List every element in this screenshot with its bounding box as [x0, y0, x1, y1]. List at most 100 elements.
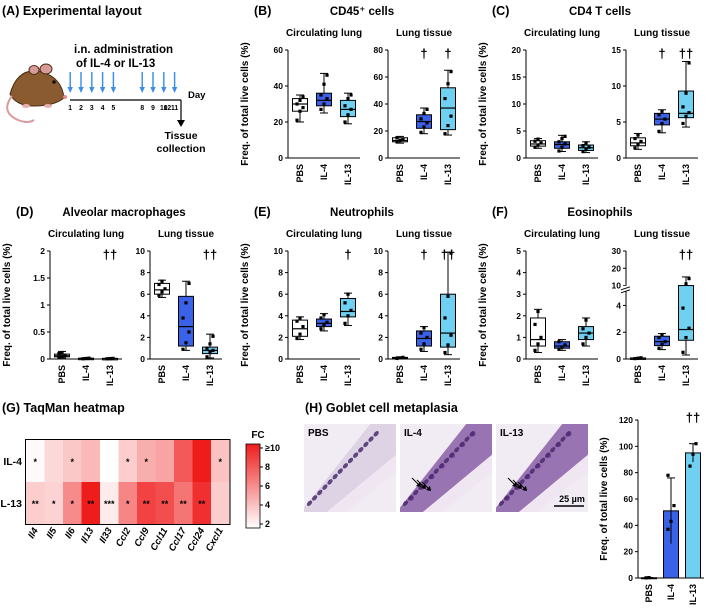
cell-nucleus: [413, 489, 419, 496]
y-axis-title: Freq. of total live cells (%): [240, 243, 251, 366]
data-point: [533, 145, 537, 149]
box-pbs: PBS: [530, 137, 546, 183]
panel-e-right-plot: Lung tissue 0 2 4 6 8 10 PBS IL-4 † IL-13 ††: [374, 229, 460, 386]
box-plot-panels: (B) CD45⁺ cells Freq. of total live cells …: [2, 4, 698, 386]
data-point: [449, 333, 453, 337]
panel-b-right-plot: Lung tissue 0 20 40 60 80 PBS IL-4 † IL-13 †: [374, 28, 460, 185]
y-tick-label: 4: [378, 311, 383, 321]
cell-nucleus: [353, 452, 359, 458]
panel-b-left-plot: Circulating lung 0 20 40 60 PBS IL-4 IL-13: [274, 28, 363, 185]
subplot-title: Lung tissue: [634, 28, 691, 39]
x-tick-label: IL-4: [557, 164, 567, 180]
data-point: [60, 350, 64, 355]
y-tick-label: 6: [378, 289, 383, 299]
box-pbs: PBS: [392, 355, 408, 384]
y-tick-label: 10: [274, 246, 284, 256]
data-point: [533, 322, 537, 327]
y-tick-label: 40: [374, 99, 384, 109]
box-il-4: IL-4 †: [654, 46, 670, 180]
data-point: [298, 109, 302, 113]
heatmap-cell: [211, 440, 230, 482]
heatmap-column-label: Ccl2: [114, 525, 134, 548]
data-point: [536, 342, 540, 346]
y-tick-label: 2: [378, 332, 383, 342]
data-point: [443, 97, 447, 101]
data-point: [584, 147, 588, 151]
data-point: [425, 335, 429, 339]
x-tick-label: IL-13: [343, 365, 353, 386]
significance-mark: ††: [679, 46, 693, 61]
heatmap-cell: [174, 440, 193, 482]
cell-nucleus: [358, 447, 364, 453]
lamina-region: [400, 454, 492, 512]
heatmap-cell: [155, 482, 174, 524]
data-point: [343, 321, 347, 325]
subplot-title: Lung tissue: [396, 229, 453, 240]
box-iqr: [440, 87, 456, 131]
box-iqr: [178, 295, 194, 347]
data-point: [660, 333, 664, 337]
data-point: [584, 141, 588, 145]
day-tick-label: 4: [101, 104, 105, 112]
data-point: [581, 342, 585, 346]
data-point: [401, 355, 405, 359]
panel-letter: (D): [16, 205, 33, 219]
heatmap-cell: [81, 482, 100, 524]
x-tick-label: PBS: [533, 365, 543, 384]
y-tick-label: 4: [278, 311, 283, 321]
y-tick-label: 6: [278, 289, 283, 299]
box-il-13: IL-13: [340, 92, 356, 185]
subplot-title: Lung tissue: [634, 229, 691, 240]
data-point: [325, 97, 329, 101]
y-tick-label: 0: [378, 354, 383, 364]
data-point: [639, 139, 643, 144]
cell-nucleus: [555, 441, 561, 448]
heatmap-cell: [174, 482, 193, 524]
data-point: [181, 347, 185, 351]
significance-mark: †: [420, 247, 427, 262]
y-tick-label: 0.5: [33, 327, 45, 337]
cell-nucleus: [317, 489, 323, 496]
cell-nucleus: [550, 447, 556, 453]
box-pbs: PBS: [154, 279, 170, 384]
cell-nucleus: [363, 441, 369, 448]
data-point: [446, 343, 450, 347]
data-point: [422, 125, 426, 129]
cell-nucleus: [332, 473, 338, 480]
data-point: [422, 342, 426, 346]
data-point: [325, 73, 329, 77]
heatmap-cell: [26, 440, 45, 482]
y-tick-label: 60: [274, 45, 284, 55]
day-label: Day: [188, 90, 206, 101]
significance-star: *: [70, 499, 74, 509]
data-point: [449, 70, 453, 74]
significance-star: **: [32, 499, 40, 509]
y-tick-label: 4: [516, 268, 521, 278]
box-pbs: PBS: [530, 308, 546, 384]
data-point: [419, 130, 423, 134]
down-arrow-icon: [139, 87, 145, 93]
data-point: [587, 145, 591, 149]
data-point: [419, 331, 423, 335]
panel-c: (C) CD4 T cells Freq. of total live cells …: [478, 4, 698, 185]
data-point: [346, 292, 350, 296]
y-tick-label: 0: [516, 354, 521, 364]
data-point: [295, 319, 299, 323]
y-tick-label: 5: [516, 246, 521, 256]
y-tick-label: 20: [512, 45, 522, 55]
panel-b: (B) CD45⁺ cells Freq. of total live cells …: [240, 4, 460, 185]
box-pbs: PBS: [292, 316, 308, 384]
panel-g: (G) TaqMan heatmap FC IL-4*****IL-13****…: [0, 401, 280, 553]
x-tick-label: PBS: [633, 365, 643, 384]
data-point: [211, 348, 215, 352]
box-iqr: [154, 282, 170, 295]
data-point: [343, 120, 347, 124]
data-point: [536, 309, 540, 314]
data-point: [325, 320, 329, 324]
day-tick-label: 10: [160, 104, 168, 112]
y-tick-label: 60: [374, 72, 384, 82]
panel-d-left-plot: Circulating lung 0 0.5 1 1.5 2 PBS IL-4 IL-13 ††: [33, 229, 124, 386]
heatmap-cell: [100, 440, 119, 482]
heatmap-cell: [155, 440, 174, 482]
